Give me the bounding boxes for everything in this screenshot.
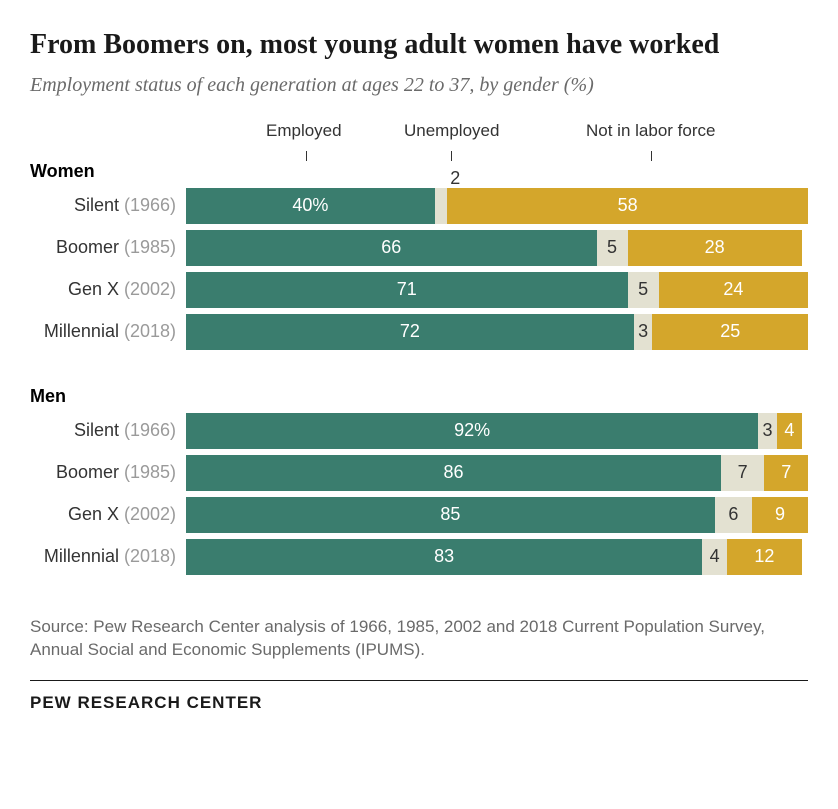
table-row: Boomer (1985)66528	[30, 230, 808, 266]
segment-employed: 66	[186, 230, 597, 266]
segment-notinlabor: 28	[628, 230, 802, 266]
bar: 71524	[186, 272, 808, 308]
row-label: Silent (1966)	[30, 195, 186, 216]
segment-notinlabor: 24	[659, 272, 808, 308]
bar: 72325	[186, 314, 808, 350]
row-label: Boomer (1985)	[30, 237, 186, 258]
source-note: Source: Pew Research Center analysis of …	[30, 615, 808, 663]
table-row: Millennial (2018)72325	[30, 314, 808, 350]
segment-unemployed: 6	[715, 497, 752, 533]
bar: 83412	[186, 539, 808, 575]
bar: 92%34	[186, 413, 808, 449]
table-row: Silent (1966)40%258	[30, 188, 808, 224]
segment-employed: 72	[186, 314, 634, 350]
bar: 8569	[186, 497, 808, 533]
legend-unemployed: Unemployed	[404, 121, 499, 141]
bar: 8677	[186, 455, 808, 491]
legend-tick-employed	[306, 151, 307, 161]
legend-row: Employed Unemployed Not in labor force	[186, 121, 808, 151]
table-row: Millennial (2018)83412	[30, 539, 808, 575]
segment-unemployed: 7	[721, 455, 765, 491]
segment-unemployed: 5	[597, 230, 628, 266]
row-label: Boomer (1985)	[30, 462, 186, 483]
chart-subtitle: Employment status of each generation at …	[30, 74, 808, 97]
segment-unemployed: 5	[628, 272, 659, 308]
brand: PEW RESEARCH CENTER	[30, 693, 808, 713]
group-gap	[30, 356, 808, 386]
segment-employed: 71	[186, 272, 628, 308]
segment-unemployed: 3	[758, 413, 777, 449]
row-label: Millennial (2018)	[30, 546, 186, 567]
chart-title: From Boomers on, most young adult women …	[30, 28, 808, 62]
segment-unemployed: 2	[435, 188, 447, 224]
chart-body: WomenSilent (1966)40%258Boomer (1985)665…	[30, 161, 808, 575]
row-label: Gen X (2002)	[30, 504, 186, 525]
segment-notinlabor: 12	[727, 539, 802, 575]
bar: 40%258	[186, 188, 808, 224]
segment-employed: 40%	[186, 188, 435, 224]
segment-employed: 86	[186, 455, 721, 491]
segment-notinlabor: 58	[447, 188, 808, 224]
segment-notinlabor: 7	[764, 455, 808, 491]
legend-notinlabor: Not in labor force	[586, 121, 715, 141]
segment-notinlabor: 25	[652, 314, 808, 350]
divider	[30, 680, 808, 681]
segment-employed: 85	[186, 497, 715, 533]
segment-employed: 83	[186, 539, 702, 575]
table-row: Gen X (2002)71524	[30, 272, 808, 308]
bar: 66528	[186, 230, 808, 266]
table-row: Gen X (2002)8569	[30, 497, 808, 533]
legend-employed: Employed	[266, 121, 342, 141]
segment-notinlabor: 9	[752, 497, 808, 533]
row-label: Silent (1966)	[30, 420, 186, 441]
segment-notinlabor: 4	[777, 413, 802, 449]
table-row: Silent (1966)92%34	[30, 413, 808, 449]
group-label: Women	[30, 161, 808, 182]
segment-unemployed: 3	[634, 314, 653, 350]
segment-unemployed: 4	[702, 539, 727, 575]
table-row: Boomer (1985)8677	[30, 455, 808, 491]
legend-tick-notinlabor	[651, 151, 652, 161]
row-label: Millennial (2018)	[30, 321, 186, 342]
row-label: Gen X (2002)	[30, 279, 186, 300]
segment-employed: 92%	[186, 413, 758, 449]
legend-tick-unemployed	[451, 151, 452, 161]
group-label: Men	[30, 386, 808, 407]
